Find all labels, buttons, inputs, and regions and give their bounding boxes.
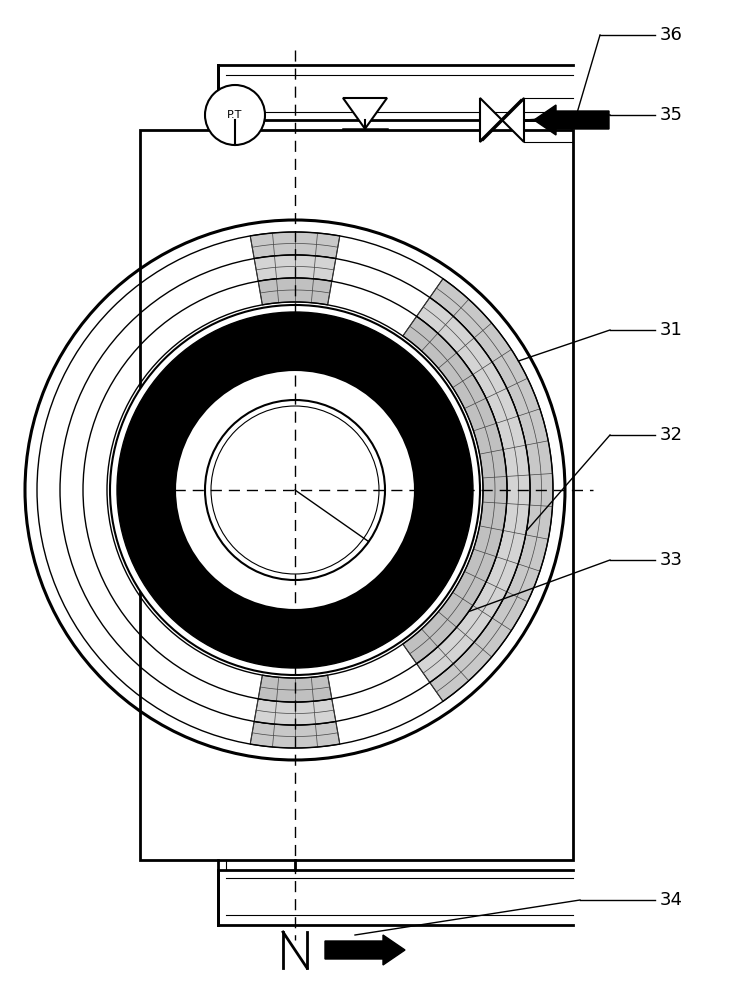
Bar [140, 130, 573, 860]
Text: 34: 34 [660, 891, 683, 909]
Polygon shape [250, 721, 340, 748]
Text: 36: 36 [660, 26, 683, 44]
Text: 33: 33 [660, 551, 683, 569]
Polygon shape [403, 316, 507, 664]
Text: 32: 32 [660, 426, 683, 444]
Circle shape [110, 305, 480, 675]
Text: P.T: P.T [227, 110, 243, 120]
Circle shape [205, 85, 265, 145]
Polygon shape [250, 232, 340, 259]
Polygon shape [502, 98, 524, 142]
Text: 31: 31 [660, 321, 683, 339]
Polygon shape [254, 255, 336, 281]
Polygon shape [416, 297, 530, 683]
Circle shape [117, 312, 473, 668]
Polygon shape [258, 278, 332, 305]
Polygon shape [343, 98, 387, 129]
Polygon shape [430, 279, 553, 701]
Polygon shape [258, 675, 332, 702]
FancyArrow shape [534, 105, 609, 135]
FancyArrow shape [325, 935, 405, 965]
Circle shape [175, 370, 415, 610]
Polygon shape [254, 699, 336, 725]
Text: 35: 35 [660, 106, 683, 124]
Polygon shape [480, 98, 502, 142]
